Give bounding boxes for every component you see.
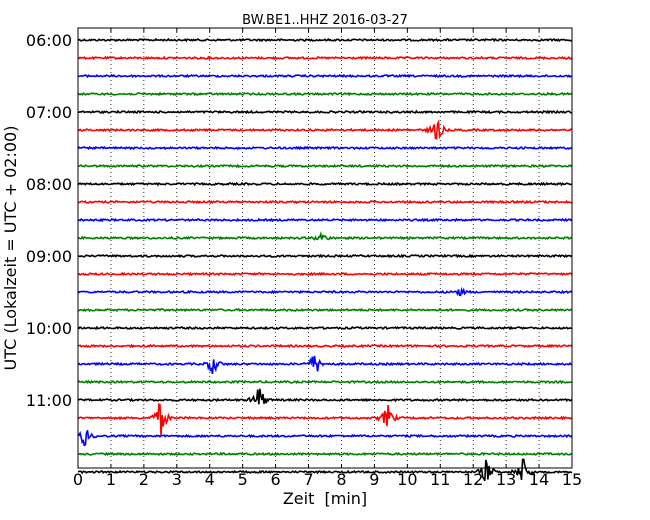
y-tick-label: 09:00 — [26, 247, 72, 266]
y-tick-label: 07:00 — [26, 103, 72, 122]
trace-line — [77, 217, 573, 223]
x-tick-label: 6 — [271, 470, 281, 489]
trace-line — [77, 109, 573, 115]
trace-line — [77, 73, 573, 79]
trace-line — [77, 355, 573, 375]
x-tick-label: 11 — [430, 470, 450, 489]
trace-line — [77, 163, 573, 169]
x-tick-label: 0 — [73, 470, 83, 489]
x-axis: 0 1 2 3 4 5 6 7 8 9 10 11 12 13 14 15 — [73, 28, 582, 489]
trace-group — [77, 37, 573, 482]
x-tick-label: 4 — [205, 470, 215, 489]
trace-line — [77, 199, 573, 205]
trace-line — [77, 145, 573, 151]
x-tick-label: 10 — [397, 470, 417, 489]
x-tick-label: 7 — [303, 470, 313, 489]
y-tick-label: 06:00 — [26, 31, 72, 50]
y-tick-label: 08:00 — [26, 175, 72, 194]
trace-line — [77, 271, 573, 277]
x-axis-label: Zeit [min] — [283, 489, 367, 508]
x-tick-label: 12 — [463, 470, 483, 489]
x-tick-label: 15 — [562, 470, 582, 489]
x-tick-label: 5 — [238, 470, 248, 489]
trace-line — [77, 253, 573, 259]
trace-line — [77, 458, 573, 482]
trace-line — [77, 286, 573, 297]
trace-line — [77, 37, 573, 43]
trace-line — [77, 230, 573, 241]
trace-line — [77, 388, 573, 405]
y-axis: 06:00 07:00 08:00 09:00 10:00 11:00 — [26, 31, 72, 410]
trace-line — [77, 379, 573, 385]
trace-line — [77, 429, 573, 447]
trace-line — [77, 307, 573, 313]
trace-line — [77, 402, 573, 436]
y-axis-label: UTC (Lokalzeit = UTC + 02:00) — [1, 126, 20, 371]
x-tick-label: 2 — [139, 470, 149, 489]
y-tick-label: 11:00 — [26, 391, 72, 410]
x-tick-label: 13 — [496, 470, 516, 489]
trace-line — [77, 325, 573, 331]
trace-line — [77, 451, 573, 457]
trace-line — [77, 91, 573, 97]
trace-line — [77, 343, 573, 349]
y-tick-label: 10:00 — [26, 319, 72, 338]
grid-lines — [110, 28, 540, 468]
trace-line — [77, 181, 573, 187]
x-tick-label: 8 — [336, 470, 346, 489]
x-tick-label: 9 — [369, 470, 379, 489]
x-tick-label: 3 — [172, 470, 182, 489]
x-tick-label: 1 — [106, 470, 116, 489]
chart-title: BW.BE1..HHZ 2016-03-27 — [242, 13, 408, 28]
trace-line — [77, 55, 573, 61]
trace-line — [77, 119, 573, 140]
plot-frame — [77, 27, 573, 469]
x-tick-label: 14 — [529, 470, 549, 489]
